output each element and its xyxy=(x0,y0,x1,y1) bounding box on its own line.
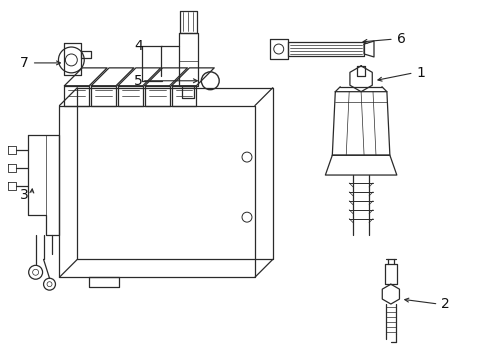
Text: 4: 4 xyxy=(134,39,143,53)
Text: 3: 3 xyxy=(20,188,28,202)
Text: 7: 7 xyxy=(20,56,28,70)
Text: 5: 5 xyxy=(134,74,143,88)
Text: 2: 2 xyxy=(441,297,450,311)
Text: 1: 1 xyxy=(416,66,425,80)
Text: 6: 6 xyxy=(397,32,406,46)
